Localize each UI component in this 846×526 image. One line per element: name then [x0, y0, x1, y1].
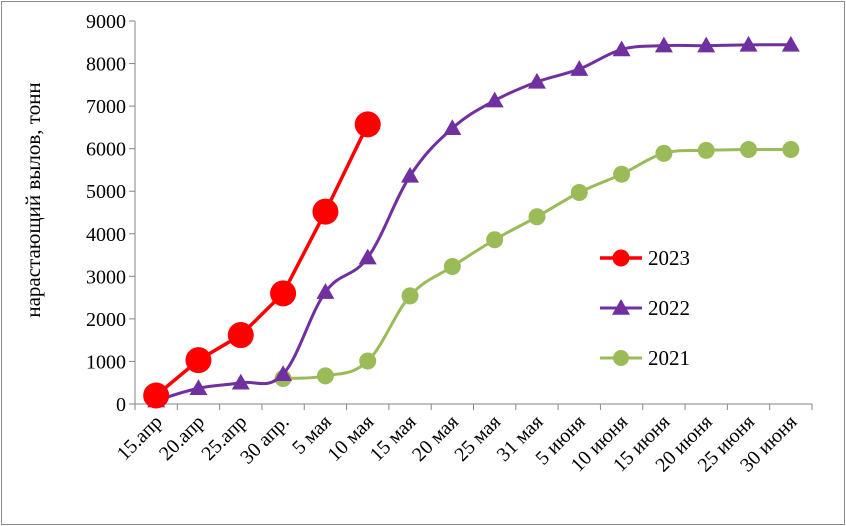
- data-point-2023: [354, 111, 381, 138]
- legend-item-2023: 2023: [600, 246, 690, 270]
- x-tick-label: 15.апр: [113, 411, 167, 465]
- data-point-2022: [697, 36, 716, 53]
- y-tick-label: 2000: [86, 309, 126, 331]
- legend-marker: [613, 350, 629, 366]
- series-line-2022: [155, 43, 791, 403]
- series-2021: [274, 141, 800, 387]
- data-point-2022: [231, 373, 250, 390]
- legend-marker: [612, 299, 630, 315]
- data-point-2022: [570, 60, 589, 76]
- data-point-2021: [697, 141, 715, 159]
- data-point-2022: [316, 283, 335, 299]
- data-point-2022: [189, 379, 208, 396]
- data-point-2023: [312, 198, 339, 225]
- data-point-2021: [486, 231, 504, 249]
- data-point-2021: [655, 144, 673, 162]
- data-point-2021: [401, 287, 419, 305]
- y-tick-label: 5000: [86, 181, 126, 203]
- data-point-2021: [528, 208, 546, 226]
- data-point-2021: [613, 165, 631, 183]
- data-point-2022: [781, 35, 800, 52]
- legend-label: 2023: [648, 246, 690, 270]
- x-tick-label: 10 мая: [323, 411, 378, 466]
- legend-marker: [612, 249, 630, 267]
- y-tick-label: 9000: [86, 11, 126, 33]
- y-tick-labels: 0 1000 2000 3000 4000 5000 6000 7000 8000 9000: [86, 11, 126, 416]
- data-point-2023: [143, 382, 170, 409]
- data-point-2022: [612, 40, 631, 57]
- data-point-2022: [443, 119, 462, 135]
- data-point-2022: [358, 248, 377, 265]
- data-point-2022: [739, 35, 758, 52]
- data-point-2021: [359, 352, 377, 370]
- data-point-2021: [316, 367, 334, 385]
- data-point-2023: [270, 280, 297, 307]
- legend-item-2021: 2021: [600, 346, 690, 370]
- data-point-2022: [274, 365, 293, 381]
- data-point-2021: [443, 258, 461, 276]
- series-layer: [143, 35, 800, 409]
- y-tick-label: 4000: [86, 224, 126, 246]
- axes: [129, 20, 813, 410]
- y-tick-label: 7000: [86, 96, 126, 118]
- data-point-2023: [185, 347, 212, 374]
- legend: 2023 2022 2021: [600, 246, 690, 370]
- data-point-2021: [782, 141, 800, 159]
- data-point-2023: [227, 322, 254, 349]
- legend-label: 2022: [648, 296, 690, 320]
- x-tick-label: 15 мая: [366, 411, 421, 466]
- x-tick-label: 20 мая: [408, 411, 463, 466]
- y-tick-label: 1000: [86, 351, 126, 373]
- legend-item-2022: 2022: [600, 296, 690, 320]
- y-tick-label: 6000: [86, 139, 126, 161]
- legend-label: 2021: [648, 346, 690, 370]
- data-point-2022: [527, 72, 546, 89]
- series-2022: [147, 35, 800, 408]
- y-tick-label: 8000: [86, 54, 126, 76]
- x-tick-label: 20.апр: [155, 411, 209, 465]
- data-point-2022: [485, 91, 504, 108]
- series-2023: [143, 111, 381, 409]
- y-axis-label: нарастающий вылов, тонн: [21, 82, 45, 317]
- y-tick-label: 3000: [86, 266, 126, 288]
- data-point-2022: [654, 36, 673, 53]
- x-tick-label: 25 мая: [450, 411, 505, 466]
- x-tick-label: 30 апр.: [236, 411, 294, 469]
- data-point-2021: [570, 183, 588, 201]
- y-tick-label: 0: [116, 394, 126, 416]
- data-point-2022: [401, 166, 420, 183]
- data-point-2021: [740, 141, 758, 159]
